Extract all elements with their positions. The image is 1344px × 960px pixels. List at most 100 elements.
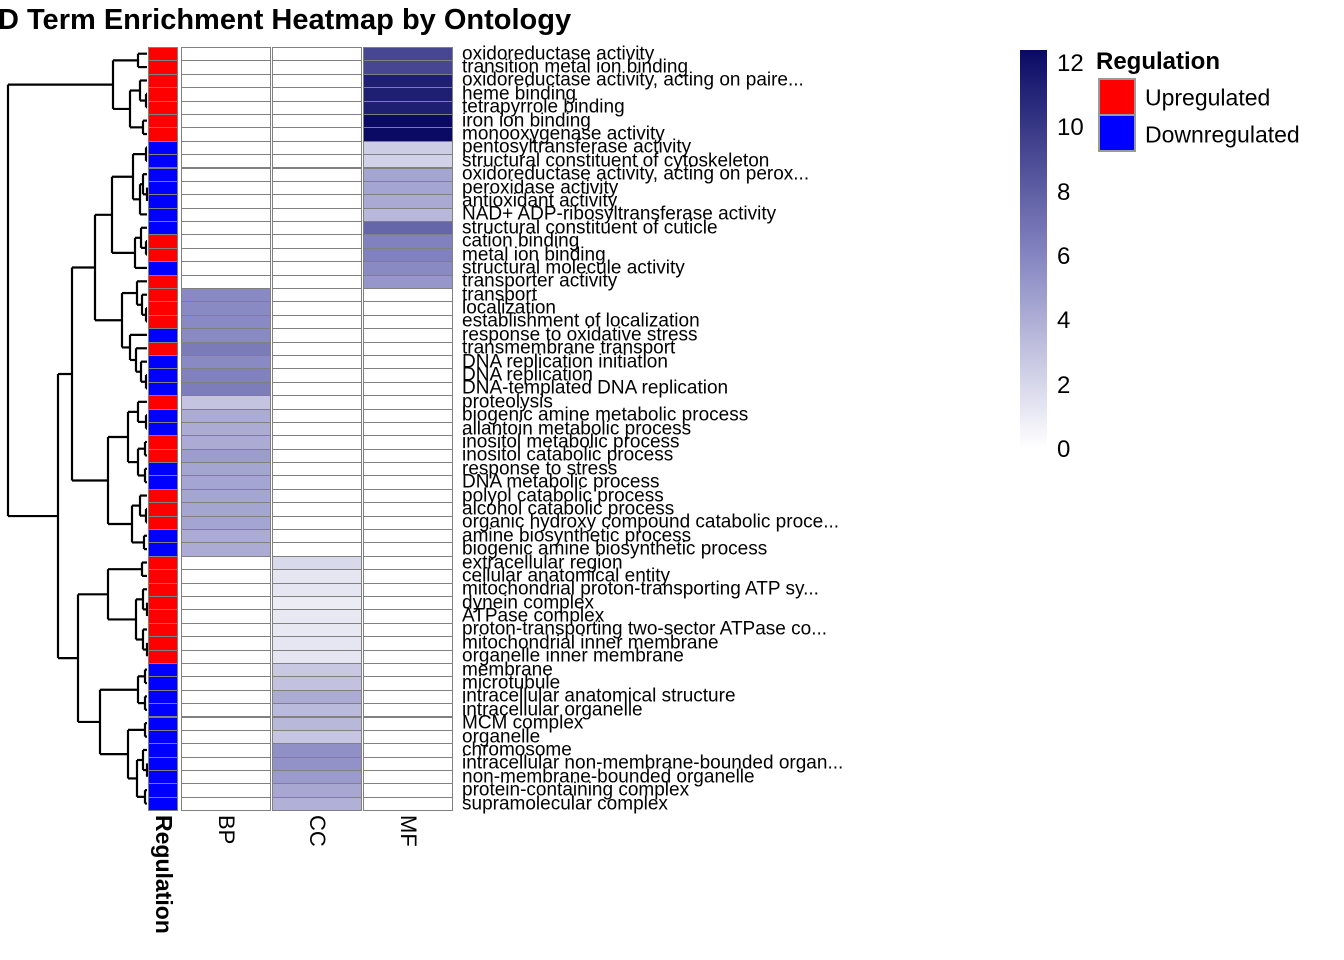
colorbar-tick: 4 bbox=[1057, 307, 1071, 335]
heatmap-cell bbox=[363, 154, 453, 169]
heatmap-cell bbox=[272, 475, 362, 490]
heatmap-cell bbox=[272, 73, 362, 89]
heatmap-cell bbox=[363, 515, 453, 531]
row-label: alcohol catabolic process bbox=[462, 498, 675, 520]
row-label: organic hydroxy compound catabolic proce… bbox=[462, 511, 840, 533]
heatmap-cell bbox=[363, 100, 453, 115]
row-label: structural molecule activity bbox=[462, 257, 685, 279]
annotation-column-label: Regulation bbox=[151, 815, 177, 934]
heatmap-cell bbox=[363, 60, 453, 75]
row-label: microtubule bbox=[462, 672, 561, 694]
heatmap-cell bbox=[363, 207, 453, 223]
colorbar-tick: 12 bbox=[1057, 50, 1084, 77]
heatmap-cell bbox=[181, 180, 271, 196]
row-label: organelle bbox=[462, 726, 541, 748]
heatmap-cell bbox=[181, 100, 271, 115]
heatmap-cell bbox=[363, 502, 453, 517]
regulation-annotation-cell bbox=[148, 502, 178, 517]
heatmap-cell bbox=[272, 247, 362, 263]
regulation-annotation-cell bbox=[148, 180, 178, 196]
row-label: proton-transporting two-sector ATPase co… bbox=[462, 618, 828, 640]
heatmap-cell bbox=[272, 207, 362, 223]
heatmap-cell bbox=[363, 113, 453, 129]
upregulated-label: Upregulated bbox=[1145, 84, 1271, 111]
heatmap-cell bbox=[181, 194, 271, 209]
heatmap-cell bbox=[181, 649, 271, 664]
regulation-annotation-cell bbox=[148, 354, 178, 370]
colorbar-tick: 10 bbox=[1057, 114, 1084, 142]
heatmap-cell bbox=[363, 703, 453, 718]
regulation-annotation-cell bbox=[148, 408, 178, 423]
heatmap-cell bbox=[363, 448, 453, 464]
heatmap-cell bbox=[363, 247, 453, 263]
heatmap-cell bbox=[181, 703, 271, 718]
regulation-annotation-cell bbox=[148, 221, 178, 236]
row-label: cellular anatomical entity bbox=[462, 565, 671, 587]
heatmap-cell bbox=[363, 595, 453, 611]
row-label: extracellular region bbox=[462, 552, 623, 573]
heatmap-cell bbox=[363, 167, 453, 182]
heatmap-cell bbox=[181, 542, 271, 557]
heatmap-cell bbox=[181, 247, 271, 263]
regulation-annotation-cell bbox=[148, 475, 178, 490]
heatmap-cell bbox=[181, 743, 271, 758]
row-label: intracellular non-membrane-bounded organ… bbox=[462, 752, 844, 774]
heatmap-cell bbox=[181, 770, 271, 785]
colorbar-gradient bbox=[1020, 50, 1047, 448]
heatmap-cell bbox=[363, 676, 453, 691]
heatmap-cell bbox=[181, 341, 271, 356]
heatmap-cell bbox=[272, 234, 362, 249]
colorbar-tick: 8 bbox=[1057, 178, 1071, 206]
downregulated-label: Downregulated bbox=[1145, 121, 1300, 148]
heatmap-cell bbox=[181, 448, 271, 464]
heatmap-cell bbox=[272, 502, 362, 517]
row-label: MCM complex bbox=[462, 712, 584, 734]
heatmap-cell bbox=[272, 595, 362, 611]
row-label: structural constituent of cytoskeleton bbox=[462, 150, 770, 172]
heatmap-cell bbox=[272, 448, 362, 464]
heatmap-cell bbox=[181, 636, 271, 651]
heatmap-cell bbox=[272, 154, 362, 169]
row-label: amine biosynthetic process bbox=[462, 525, 692, 547]
heatmap-cell bbox=[181, 328, 271, 343]
regulation-annotation-cell bbox=[148, 662, 178, 678]
row-label: polyol catabolic process bbox=[462, 485, 664, 507]
heatmap-cell bbox=[272, 274, 362, 289]
row-label: oxidoreductase activity, acting on paire… bbox=[462, 69, 804, 91]
regulation-annotation-cell bbox=[148, 368, 178, 383]
heatmap-cell bbox=[272, 649, 362, 664]
regulation-annotation-cell bbox=[148, 127, 178, 142]
regulation-annotation-cell bbox=[148, 462, 178, 477]
heatmap-cell bbox=[181, 140, 271, 156]
heatmap-cell bbox=[272, 314, 362, 330]
heatmap-cell bbox=[181, 796, 271, 812]
colorbar-tick: 6 bbox=[1057, 242, 1071, 270]
heatmap-cell bbox=[272, 529, 362, 544]
row-label: non-membrane-bounded organelle bbox=[462, 766, 755, 788]
row-label: ATPase complex bbox=[462, 605, 605, 627]
heatmap-cell bbox=[272, 167, 362, 182]
heatmap-cell bbox=[272, 796, 362, 812]
heatmap-cell bbox=[181, 381, 271, 397]
heatmap-cell bbox=[363, 770, 453, 785]
row-label: oxidoreductase activity bbox=[462, 43, 655, 65]
regulation-annotation-cell bbox=[148, 636, 178, 651]
row-label: chromosome bbox=[462, 739, 572, 761]
heatmap-cell bbox=[181, 689, 271, 705]
heatmap-cell bbox=[181, 662, 271, 678]
heatmap-cell bbox=[363, 582, 453, 597]
regulation-annotation-cell bbox=[148, 515, 178, 531]
heatmap-cell bbox=[181, 167, 271, 182]
heatmap-cell bbox=[272, 127, 362, 142]
heatmap-cell bbox=[272, 488, 362, 504]
heatmap-cell bbox=[272, 341, 362, 356]
heatmap-cell bbox=[181, 515, 271, 531]
regulation-annotation-cell bbox=[148, 796, 178, 812]
regulation-annotation-cell bbox=[148, 381, 178, 397]
regulation-annotation-cell bbox=[148, 542, 178, 557]
heatmap-cell bbox=[363, 462, 453, 477]
heatmap-cell bbox=[272, 676, 362, 691]
row-label: transport bbox=[462, 284, 537, 306]
heatmap-cell bbox=[181, 462, 271, 477]
heatmap-cell bbox=[181, 435, 271, 450]
